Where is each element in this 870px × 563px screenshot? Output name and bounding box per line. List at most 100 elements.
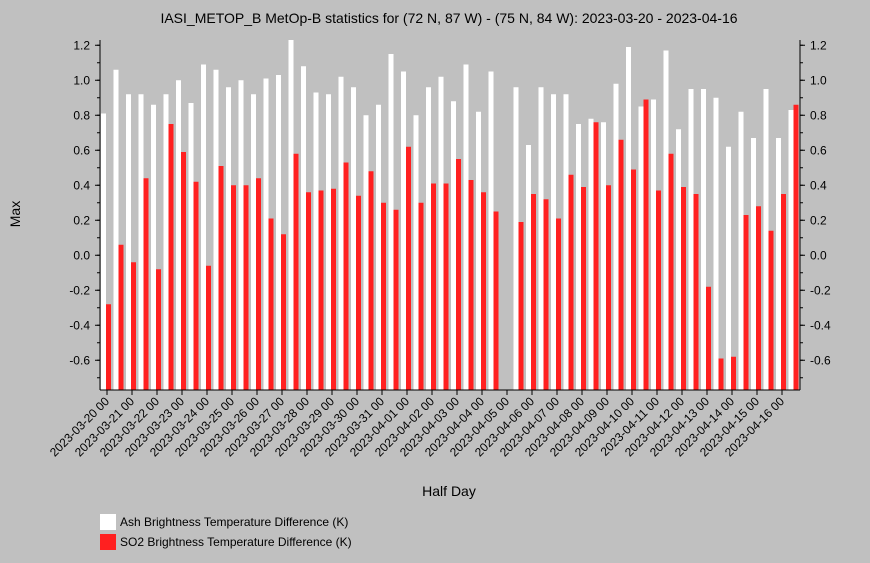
y-tick-label-left: 0.0 — [73, 248, 90, 262]
so2-bar — [256, 178, 261, 390]
ash-bar — [113, 69, 119, 390]
so2-bar — [793, 104, 799, 390]
y-tick-label-left: 1.2 — [73, 38, 90, 52]
x-axis-label: Half Day — [422, 483, 476, 499]
ash-bar — [663, 50, 669, 390]
plot-area: -0.6 -0.6 -0.4 -0.4 -0.2 -0.2 0.0 0.0 0.2 0.2 0.4 0… — [47, 38, 831, 459]
so2-bar — [468, 180, 474, 390]
y-tick-label-left: 0.4 — [73, 178, 90, 192]
ash-bar — [513, 87, 519, 390]
ash-bar — [601, 122, 606, 390]
ash-bar — [413, 115, 419, 390]
so2-bar — [543, 199, 549, 390]
so2-bar — [206, 265, 211, 390]
ash-bar — [363, 115, 369, 390]
so2-bar — [156, 269, 161, 390]
so2-bar — [743, 215, 749, 390]
ash-bar — [351, 87, 356, 390]
so2-bar — [381, 202, 386, 390]
so2-bar — [418, 202, 424, 390]
ash-bar — [288, 40, 294, 390]
so2-bar — [231, 185, 236, 390]
so2-bar — [118, 244, 124, 390]
y-tick-label-left: 0.8 — [73, 108, 90, 122]
so2-bar — [631, 169, 636, 390]
ash-bar — [426, 87, 431, 390]
y-tick-label-left: -0.4 — [69, 318, 90, 332]
legend-swatch-ash — [100, 514, 116, 530]
ash-bar — [338, 76, 344, 390]
ash-bar — [488, 71, 494, 390]
y-tick-label-right: 1.2 — [810, 38, 827, 52]
so2-bar — [756, 206, 761, 390]
ash-bar — [263, 78, 269, 390]
legend: Ash Brightness Temperature Difference (K… — [100, 512, 352, 552]
so2-bar — [556, 218, 561, 390]
so2-bar — [331, 188, 336, 390]
so2-bar — [368, 171, 374, 390]
so2-bar — [593, 122, 599, 390]
y-tick-label-right: -0.6 — [810, 353, 831, 367]
y-tick-label-right: -0.4 — [810, 318, 831, 332]
so2-bar — [268, 218, 274, 390]
ash-bar — [776, 138, 781, 390]
y-tick-label-right: 1.0 — [810, 73, 827, 87]
y-tick-label-left: 0.6 — [73, 143, 90, 157]
y-tick-label-right: 0.4 — [810, 178, 827, 192]
ash-bar — [538, 87, 544, 390]
ash-bar — [438, 76, 444, 390]
so2-bar — [518, 222, 524, 390]
so2-bar — [431, 183, 436, 390]
legend-label-ash: Ash Brightness Temperature Difference (K… — [120, 515, 349, 529]
so2-bar — [531, 194, 536, 390]
ash-bar — [213, 69, 219, 390]
y-tick-label-right: -0.2 — [810, 283, 831, 297]
legend-item-so2: SO2 Brightness Temperature Difference (K… — [100, 532, 352, 552]
ash-bar — [563, 94, 569, 390]
ash-bar — [301, 66, 306, 390]
so2-bar — [143, 178, 149, 390]
so2-bar — [768, 230, 774, 390]
so2-bar — [168, 124, 174, 390]
so2-bar — [568, 174, 574, 390]
y-tick-label-left: -0.2 — [69, 283, 90, 297]
so2-bar — [706, 286, 711, 390]
ash-bar — [188, 103, 194, 390]
so2-bar — [193, 181, 199, 390]
so2-bar — [393, 209, 399, 390]
ash-bar — [526, 145, 531, 390]
ash-bar — [738, 111, 744, 390]
ash-bar — [451, 101, 456, 390]
y-tick-label-left: 1.0 — [73, 73, 90, 87]
so2-bar — [606, 185, 611, 390]
so2-bar — [318, 190, 324, 390]
so2-bar — [243, 185, 249, 390]
chart-title: IASI_METOP_B MetOp-B statistics for (72 … — [160, 10, 737, 26]
y-axis-label: Max — [7, 201, 23, 227]
ash-bar — [126, 94, 131, 390]
ash-bar — [238, 80, 244, 390]
ash-bar — [626, 47, 631, 390]
so2-bar — [218, 166, 224, 390]
so2-bar — [181, 152, 186, 390]
so2-bar — [643, 99, 649, 390]
legend-swatch-so2 — [100, 534, 116, 550]
so2-bar — [581, 187, 586, 390]
ash-bar — [726, 146, 731, 390]
so2-bar — [693, 194, 699, 390]
ash-bar — [163, 94, 169, 390]
y-tick-label-left: 0.2 — [73, 213, 90, 227]
y-tick-label-right: 0.0 — [810, 248, 827, 262]
ash-bar — [313, 92, 319, 390]
ash-bar — [551, 94, 556, 390]
ash-bar — [476, 111, 481, 390]
so2-bar — [656, 190, 661, 390]
ash-bar — [713, 97, 719, 390]
so2-bar — [106, 304, 111, 390]
so2-bar — [481, 192, 486, 390]
y-tick-label-right: 0.2 — [810, 213, 827, 227]
ash-bar — [651, 99, 656, 390]
ash-bar — [688, 89, 694, 390]
ash-bar — [326, 94, 331, 390]
